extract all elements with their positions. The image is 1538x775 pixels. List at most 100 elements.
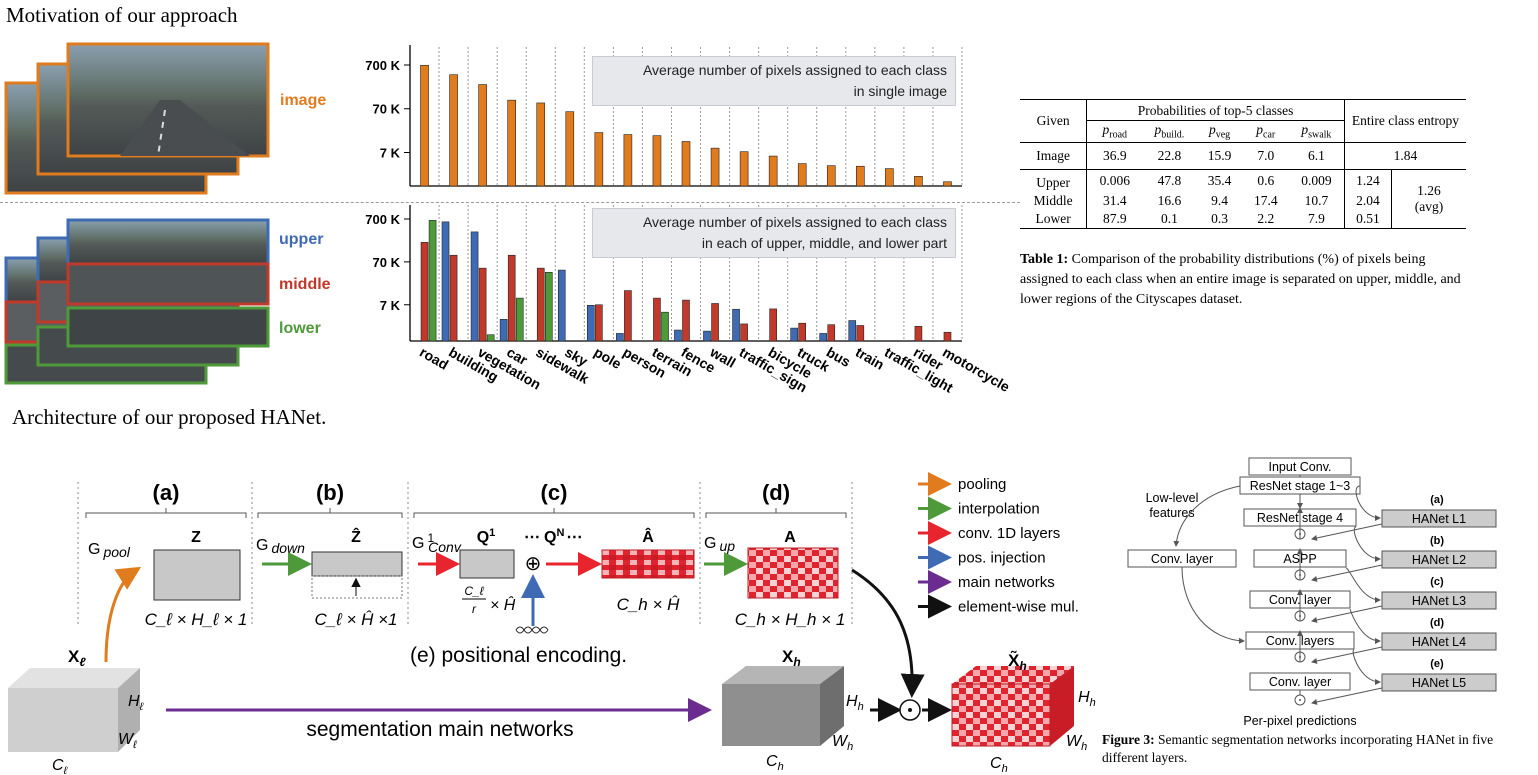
bar-rider-middle bbox=[914, 326, 923, 342]
brace-a bbox=[85, 508, 247, 518]
attention-mul-arrow bbox=[851, 568, 925, 698]
legend-label: interpolation bbox=[958, 501, 1040, 518]
bar-pole bbox=[594, 132, 604, 187]
bar-car-middle bbox=[507, 254, 516, 342]
bar-truck bbox=[797, 163, 807, 187]
hanet-box-label: HANet L2 bbox=[1412, 553, 1466, 567]
table-caption: Table 1: Comparison of the probability d… bbox=[1020, 252, 1461, 307]
label-upper: upper bbox=[279, 231, 324, 248]
bar-bus-middle bbox=[827, 324, 836, 342]
z-block bbox=[153, 549, 241, 601]
bar-person bbox=[623, 134, 633, 187]
y-tick-label: 7 K bbox=[380, 298, 401, 313]
hanet-letter: (d) bbox=[1430, 617, 1444, 629]
architecture-title: Architecture of our proposed HANet. bbox=[12, 405, 327, 429]
hanet-box-5 bbox=[1381, 673, 1497, 692]
positional-encoding-label: (e) positional encoding. bbox=[410, 644, 627, 667]
q1-block bbox=[459, 549, 515, 579]
bar-pole-middle bbox=[595, 304, 603, 342]
bar-train-middle bbox=[856, 325, 865, 342]
row-label: Middle bbox=[1020, 191, 1088, 210]
brace-b bbox=[257, 508, 403, 518]
table-cell: 31.4 bbox=[1102, 192, 1127, 208]
bar-bicycle-middle bbox=[769, 308, 777, 342]
bar-building-upper bbox=[441, 221, 450, 342]
bar-sky bbox=[565, 111, 575, 187]
legend-label: pooling bbox=[958, 476, 1006, 493]
bar-car-lower bbox=[515, 297, 524, 342]
subheader-3: pcar bbox=[1256, 122, 1276, 141]
table-cell: 0.6 bbox=[1257, 172, 1275, 188]
hanet-letter: (b) bbox=[1430, 535, 1444, 547]
brace-c bbox=[413, 508, 695, 518]
bar-rider bbox=[914, 175, 923, 187]
lowlevel-label-2: features bbox=[1149, 506, 1194, 520]
a-dim: C_h × H_h × 1 bbox=[735, 610, 846, 629]
bar-wall-upper bbox=[703, 330, 711, 342]
subheader-2: pveg bbox=[1208, 122, 1231, 141]
bar-truck-middle bbox=[798, 322, 807, 342]
bar-motorcycle-middle bbox=[943, 331, 952, 342]
table-cell: 17.4 bbox=[1253, 192, 1278, 208]
oplus-symbol: ⊕ bbox=[525, 553, 542, 575]
header-entropy: Entire class entropy bbox=[1351, 112, 1460, 128]
row-entropy: 2.04 bbox=[1344, 191, 1392, 210]
fig3-box-label: Input Conv. bbox=[1268, 460, 1331, 474]
bar-road-middle bbox=[420, 242, 429, 342]
scene-image-stacks bbox=[4, 42, 270, 385]
xl-feature-cube bbox=[8, 668, 140, 752]
bar-fence-middle bbox=[682, 299, 690, 342]
subheader-4: pswalk bbox=[1288, 120, 1345, 143]
y-tick-label: 700 K bbox=[365, 58, 400, 73]
ahat-heatmap bbox=[601, 549, 695, 579]
legend-label: pos. injection bbox=[958, 550, 1046, 567]
row-entropy: 0.51 bbox=[1344, 209, 1392, 228]
fig3-box-label: Conv. layer bbox=[1269, 675, 1331, 689]
z-dim: C_ℓ × H_ℓ × 1 bbox=[145, 610, 248, 629]
hanet-letter: (e) bbox=[1430, 658, 1444, 670]
label-lower: lower bbox=[279, 320, 321, 337]
xht-label: X̃h bbox=[1008, 650, 1027, 673]
ch-label: Ch bbox=[766, 753, 784, 773]
row-label: Lower bbox=[1020, 209, 1088, 228]
label-middle: middle bbox=[279, 276, 331, 293]
table-cell: 16.6 bbox=[1157, 192, 1182, 208]
chart1-annotation: Average number of pixels assigned to eac… bbox=[592, 56, 956, 106]
side-conv-label: Conv. layer bbox=[1151, 552, 1213, 566]
hanet-letter: (c) bbox=[1430, 576, 1444, 588]
bar-road-lower bbox=[428, 220, 437, 342]
bar-traffic_sign bbox=[739, 151, 749, 187]
stage-b: (b) bbox=[316, 480, 344, 505]
bar-wall-middle bbox=[711, 303, 719, 342]
hanet-box-label: HANet L5 bbox=[1412, 676, 1466, 690]
hanet-box-1 bbox=[1381, 509, 1497, 528]
chart-single-image: 700 K 70 K 7 K bbox=[365, 45, 963, 187]
table-cell: 0.009 bbox=[1288, 169, 1345, 192]
single-image-stack bbox=[4, 42, 270, 195]
row-label: Upper bbox=[1020, 169, 1088, 192]
comparison-table: Given Probabilities of top-5 classes Ent… bbox=[1020, 99, 1466, 229]
bar-train-upper bbox=[848, 320, 857, 342]
bar-vegetation-lower bbox=[486, 334, 495, 342]
image-cell: 15.9 bbox=[1207, 147, 1232, 163]
xh-label: Xh bbox=[782, 647, 801, 669]
bar-vegetation bbox=[478, 84, 487, 187]
pooling-arrow bbox=[104, 566, 142, 663]
q-dim: × Ĥ bbox=[490, 595, 516, 614]
x-tick-label: pole bbox=[591, 344, 624, 372]
sinusoid-icon bbox=[515, 626, 549, 634]
hanet-box-label: HANet L3 bbox=[1412, 594, 1466, 608]
fig3-output: Per-pixel predictions bbox=[1243, 714, 1356, 728]
y-tick-label: 70 K bbox=[373, 102, 401, 117]
bar-bus-upper bbox=[819, 333, 828, 342]
bar-vegetation-middle bbox=[478, 267, 487, 342]
hanet-box-label: HANet L1 bbox=[1412, 512, 1466, 526]
legend-label: conv. 1D layers bbox=[958, 525, 1060, 542]
ahat-dim: C_h × Ĥ bbox=[617, 595, 681, 614]
a-label: A bbox=[784, 529, 796, 546]
hanet-box-label: HANet L4 bbox=[1412, 635, 1466, 649]
